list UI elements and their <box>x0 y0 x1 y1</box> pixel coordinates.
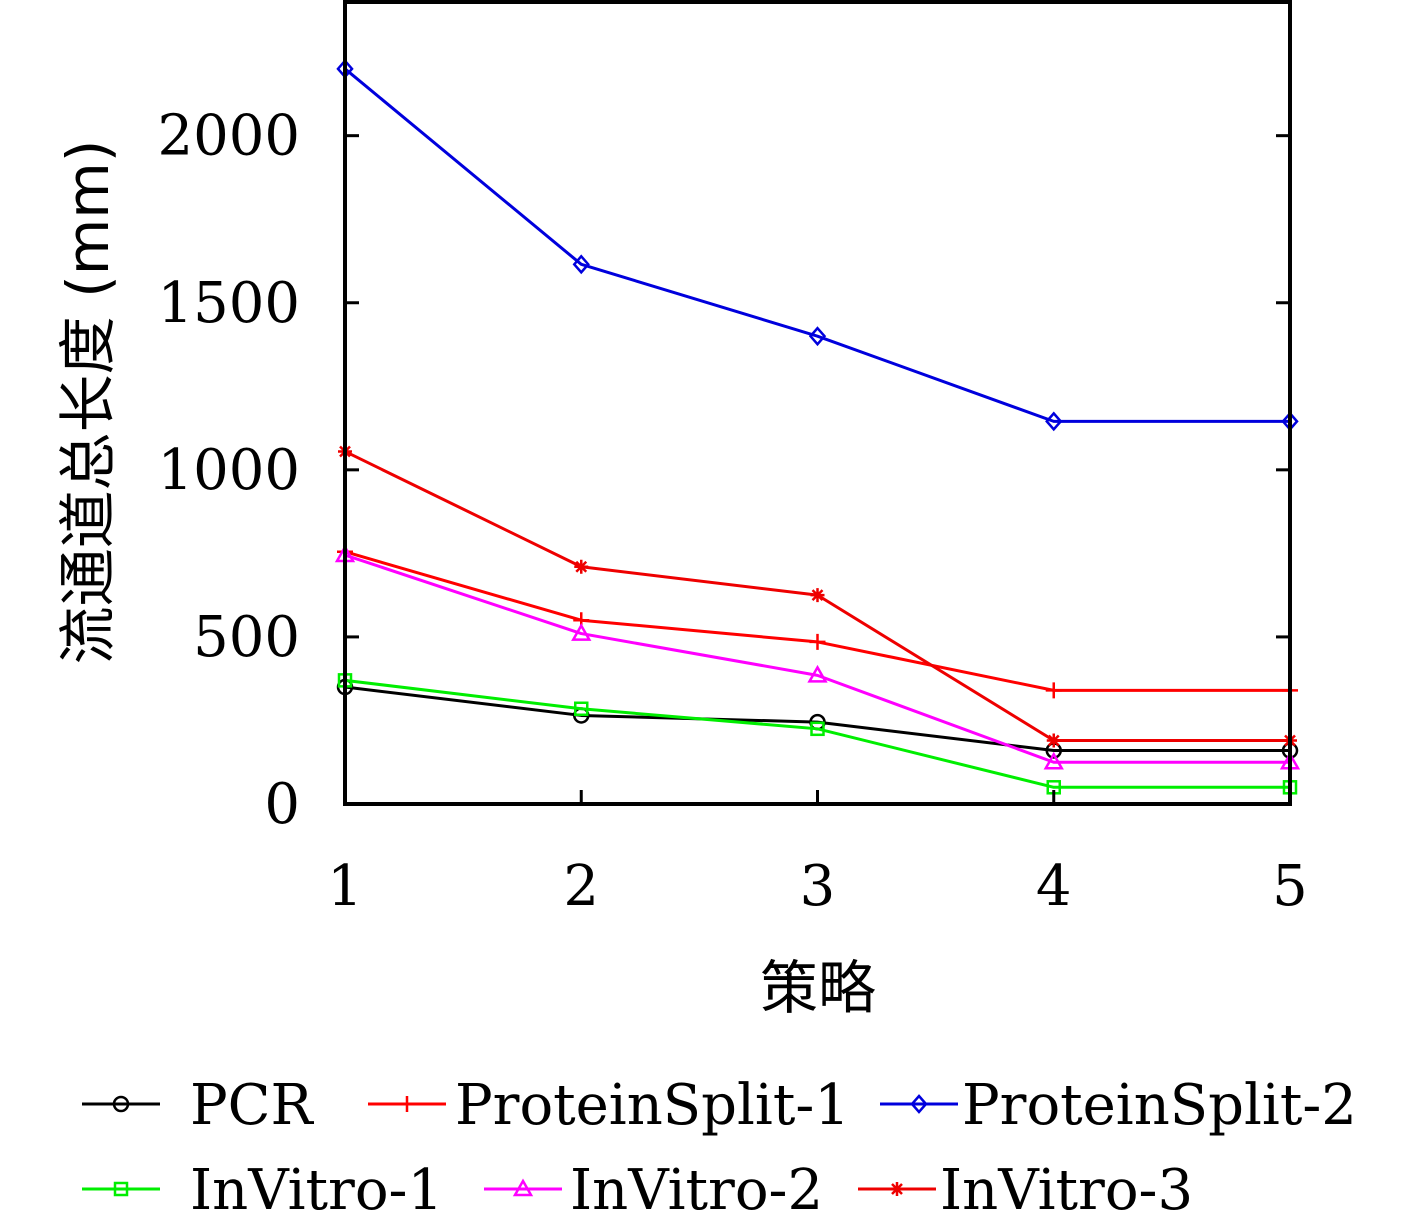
data-point <box>574 701 589 717</box>
data-point <box>810 721 825 737</box>
data-point <box>1046 733 1061 748</box>
x-tick-label: 5 <box>1272 854 1308 919</box>
x-tick-label: 3 <box>800 854 836 919</box>
x-tick-label: 2 <box>563 854 599 919</box>
legend-marker <box>512 1178 534 1197</box>
legend-marker <box>910 1094 928 1114</box>
data-point <box>571 623 592 641</box>
series-proteinsplit-2 <box>336 58 1299 432</box>
y-tick-label: 1500 <box>157 271 300 336</box>
data-point <box>572 254 590 275</box>
y-tick-label: 2000 <box>157 104 300 169</box>
legend-item-invitro-3: InVitro-3 <box>858 1158 1193 1210</box>
legend-item-invitro-1: InVitro-1 <box>82 1158 443 1210</box>
legend-label: InVitro-3 <box>940 1158 1193 1210</box>
legend-marker <box>112 1095 130 1113</box>
data-point <box>574 559 589 574</box>
series-line <box>344 553 1290 764</box>
data-point <box>1043 751 1064 770</box>
series-invitro-1 <box>337 673 1298 795</box>
series-line <box>344 67 1290 423</box>
data-point <box>808 326 827 347</box>
legend-label: ProteinSplit-1 <box>455 1073 850 1138</box>
x-tick-label: 4 <box>1036 854 1072 919</box>
legend-label: InVitro-1 <box>190 1158 443 1210</box>
legend-marker <box>890 1182 904 1196</box>
legend-item-pcr: PCR <box>82 1073 315 1138</box>
x-tick-label: 1 <box>327 854 363 919</box>
data-point <box>807 664 828 683</box>
plot-area <box>334 58 1301 795</box>
legend-item-proteinsplit-1: ProteinSplit-1 <box>368 1073 850 1138</box>
data-point <box>809 633 826 650</box>
series-line <box>344 678 1290 789</box>
legend-marker <box>113 1181 129 1197</box>
legend-marker <box>399 1096 415 1112</box>
plot-frame <box>343 0 1292 806</box>
data-point <box>1045 682 1062 699</box>
y-tick-label: 0 <box>264 772 300 837</box>
axes: 0 500 1000 1500 2000 1 2 3 4 5 <box>157 0 1308 919</box>
legend: PCR ProteinSplit-1 ProteinSplit-2 InVitro-1… <box>82 1073 1357 1210</box>
legend-label: ProteinSplit-2 <box>962 1073 1357 1138</box>
x-axis-title: 策略 <box>760 954 876 1022</box>
legend-label: InVitro-2 <box>570 1158 823 1210</box>
y-axis-title: 流通道总长度 (mm) <box>54 140 122 665</box>
y-tick-label: 1000 <box>157 438 300 503</box>
data-point <box>810 588 825 603</box>
y-tick-label: 500 <box>193 605 300 670</box>
legend-item-proteinsplit-2: ProteinSplit-2 <box>880 1073 1357 1138</box>
data-point <box>1045 411 1063 432</box>
legend-item-invitro-2: InVitro-2 <box>484 1158 823 1210</box>
legend-label: PCR <box>190 1073 315 1138</box>
